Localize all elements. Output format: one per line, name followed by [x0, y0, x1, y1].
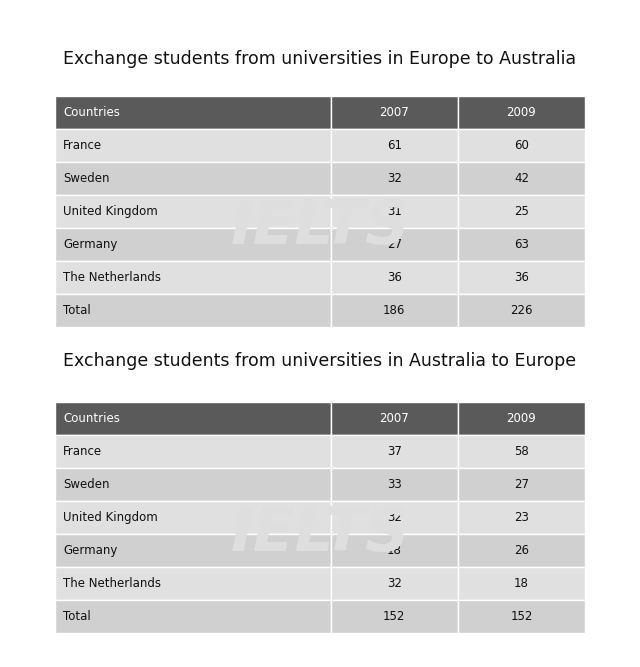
- Bar: [55, 228, 331, 261]
- Text: Sweden: Sweden: [63, 172, 109, 185]
- Bar: [55, 468, 331, 501]
- Bar: [458, 501, 585, 534]
- Text: Exchange students from universities in Australia to Europe: Exchange students from universities in A…: [63, 352, 577, 370]
- Text: 27: 27: [514, 478, 529, 491]
- Text: 32: 32: [387, 511, 402, 524]
- Bar: [331, 294, 458, 327]
- Bar: [331, 402, 458, 435]
- Text: IELTS: IELTS: [230, 504, 410, 564]
- Bar: [331, 435, 458, 468]
- Text: Germany: Germany: [63, 544, 117, 557]
- Bar: [458, 534, 585, 567]
- Text: 33: 33: [387, 478, 401, 491]
- Bar: [55, 501, 331, 534]
- Bar: [55, 129, 331, 162]
- Text: Total: Total: [63, 304, 91, 317]
- Bar: [331, 228, 458, 261]
- Bar: [458, 228, 585, 261]
- Text: 36: 36: [387, 271, 402, 284]
- Bar: [331, 501, 458, 534]
- Text: 42: 42: [514, 172, 529, 185]
- Bar: [55, 402, 331, 435]
- Bar: [331, 129, 458, 162]
- Bar: [55, 294, 331, 327]
- Text: Countries: Countries: [63, 106, 120, 119]
- Text: Total: Total: [63, 610, 91, 623]
- Text: 2007: 2007: [380, 412, 409, 425]
- Text: 18: 18: [514, 577, 529, 590]
- Bar: [331, 96, 458, 129]
- Text: Exchange students from universities in Europe to Australia: Exchange students from universities in E…: [63, 50, 577, 68]
- Bar: [55, 435, 331, 468]
- Text: France: France: [63, 445, 102, 458]
- Text: 27: 27: [387, 238, 402, 251]
- Bar: [55, 195, 331, 228]
- Text: 58: 58: [514, 445, 529, 458]
- Text: United Kingdom: United Kingdom: [63, 511, 157, 524]
- Bar: [458, 294, 585, 327]
- Text: 2007: 2007: [380, 106, 409, 119]
- Text: 26: 26: [514, 544, 529, 557]
- Text: 18: 18: [387, 544, 402, 557]
- Text: 32: 32: [387, 577, 402, 590]
- Bar: [458, 567, 585, 600]
- Text: The Netherlands: The Netherlands: [63, 577, 161, 590]
- Text: 186: 186: [383, 304, 405, 317]
- Bar: [458, 468, 585, 501]
- Bar: [458, 96, 585, 129]
- Bar: [55, 261, 331, 294]
- Bar: [458, 195, 585, 228]
- Bar: [55, 567, 331, 600]
- Bar: [331, 600, 458, 633]
- Text: 25: 25: [514, 205, 529, 218]
- Bar: [458, 435, 585, 468]
- Text: 60: 60: [514, 139, 529, 152]
- Bar: [331, 162, 458, 195]
- Text: 32: 32: [387, 172, 402, 185]
- Text: 23: 23: [514, 511, 529, 524]
- Bar: [55, 534, 331, 567]
- Bar: [331, 534, 458, 567]
- Bar: [458, 129, 585, 162]
- Text: Countries: Countries: [63, 412, 120, 425]
- Bar: [331, 468, 458, 501]
- Bar: [458, 600, 585, 633]
- Bar: [331, 567, 458, 600]
- Bar: [458, 402, 585, 435]
- Bar: [331, 261, 458, 294]
- Text: The Netherlands: The Netherlands: [63, 271, 161, 284]
- Text: 63: 63: [514, 238, 529, 251]
- Bar: [55, 162, 331, 195]
- Text: United Kingdom: United Kingdom: [63, 205, 157, 218]
- Text: 226: 226: [510, 304, 532, 317]
- Text: Germany: Germany: [63, 238, 117, 251]
- Text: 36: 36: [514, 271, 529, 284]
- Text: IELTS: IELTS: [230, 199, 410, 257]
- Text: Sweden: Sweden: [63, 478, 109, 491]
- Text: 31: 31: [387, 205, 402, 218]
- Text: 2009: 2009: [506, 412, 536, 425]
- Bar: [331, 195, 458, 228]
- Text: 152: 152: [383, 610, 405, 623]
- Bar: [55, 600, 331, 633]
- Text: 2009: 2009: [506, 106, 536, 119]
- Text: 152: 152: [510, 610, 532, 623]
- Bar: [458, 162, 585, 195]
- Bar: [458, 261, 585, 294]
- Text: France: France: [63, 139, 102, 152]
- Bar: [55, 96, 331, 129]
- Text: 61: 61: [387, 139, 402, 152]
- Text: 37: 37: [387, 445, 402, 458]
